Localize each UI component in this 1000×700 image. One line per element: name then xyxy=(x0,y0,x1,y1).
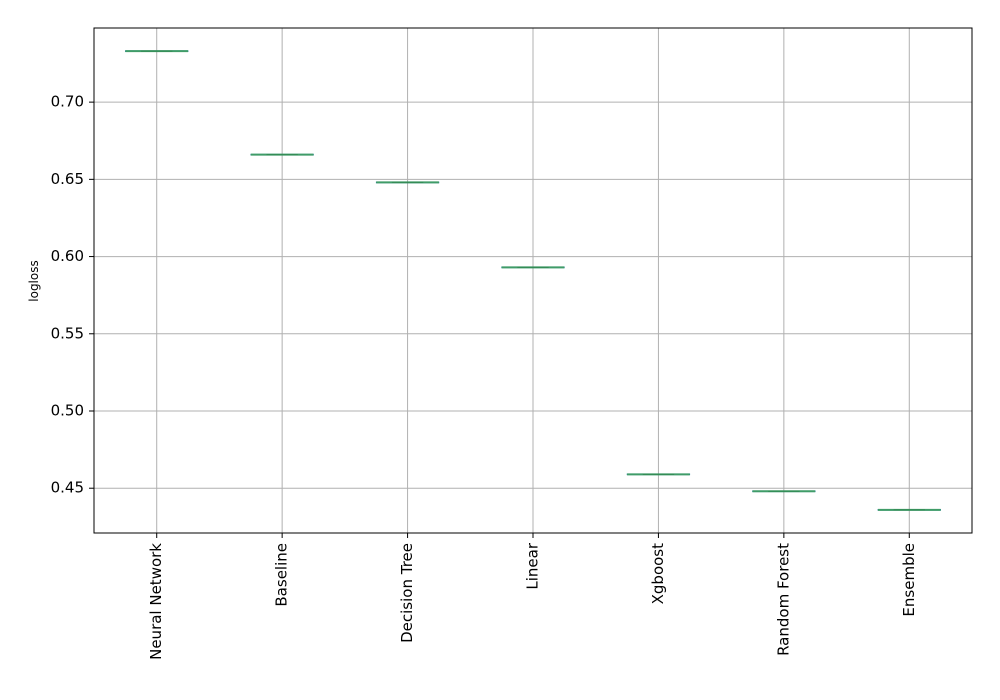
y-axis-label: logloss xyxy=(27,260,41,301)
y-tick-label: 0.45 xyxy=(51,479,84,497)
x-tick-label: Neural Network xyxy=(147,543,165,660)
x-tick-layer: Neural Network Baseline Decision Tree Linea… xyxy=(147,533,918,660)
y-tick-label: 0.70 xyxy=(51,93,84,111)
y-tick-layer: 0.45 0.50 0.55 0.60 0.65 0.70 xyxy=(51,93,94,497)
box-linear xyxy=(501,266,565,269)
x-tick-label: Xgboost xyxy=(649,543,667,604)
x-tick-label: Ensemble xyxy=(900,543,918,617)
marks-layer xyxy=(125,50,941,511)
x-tick-label: Baseline xyxy=(273,543,291,607)
y-tick-label: 0.55 xyxy=(51,324,84,342)
box-xgboost xyxy=(626,473,691,476)
x-tick-label: Random Forest xyxy=(774,543,792,656)
box-decision-tree xyxy=(375,181,440,184)
y-tick-label: 0.65 xyxy=(51,170,84,188)
box-baseline xyxy=(250,153,314,156)
y-tick-label: 0.50 xyxy=(51,401,84,419)
box-ensemble xyxy=(877,508,941,511)
y-tick-label: 0.60 xyxy=(51,247,84,265)
box-neural-network xyxy=(125,50,189,53)
grid-layer xyxy=(94,28,972,533)
x-tick-label: Decision Tree xyxy=(398,543,416,643)
x-tick-label: Linear xyxy=(524,542,542,589)
box-random-forest xyxy=(752,490,816,493)
